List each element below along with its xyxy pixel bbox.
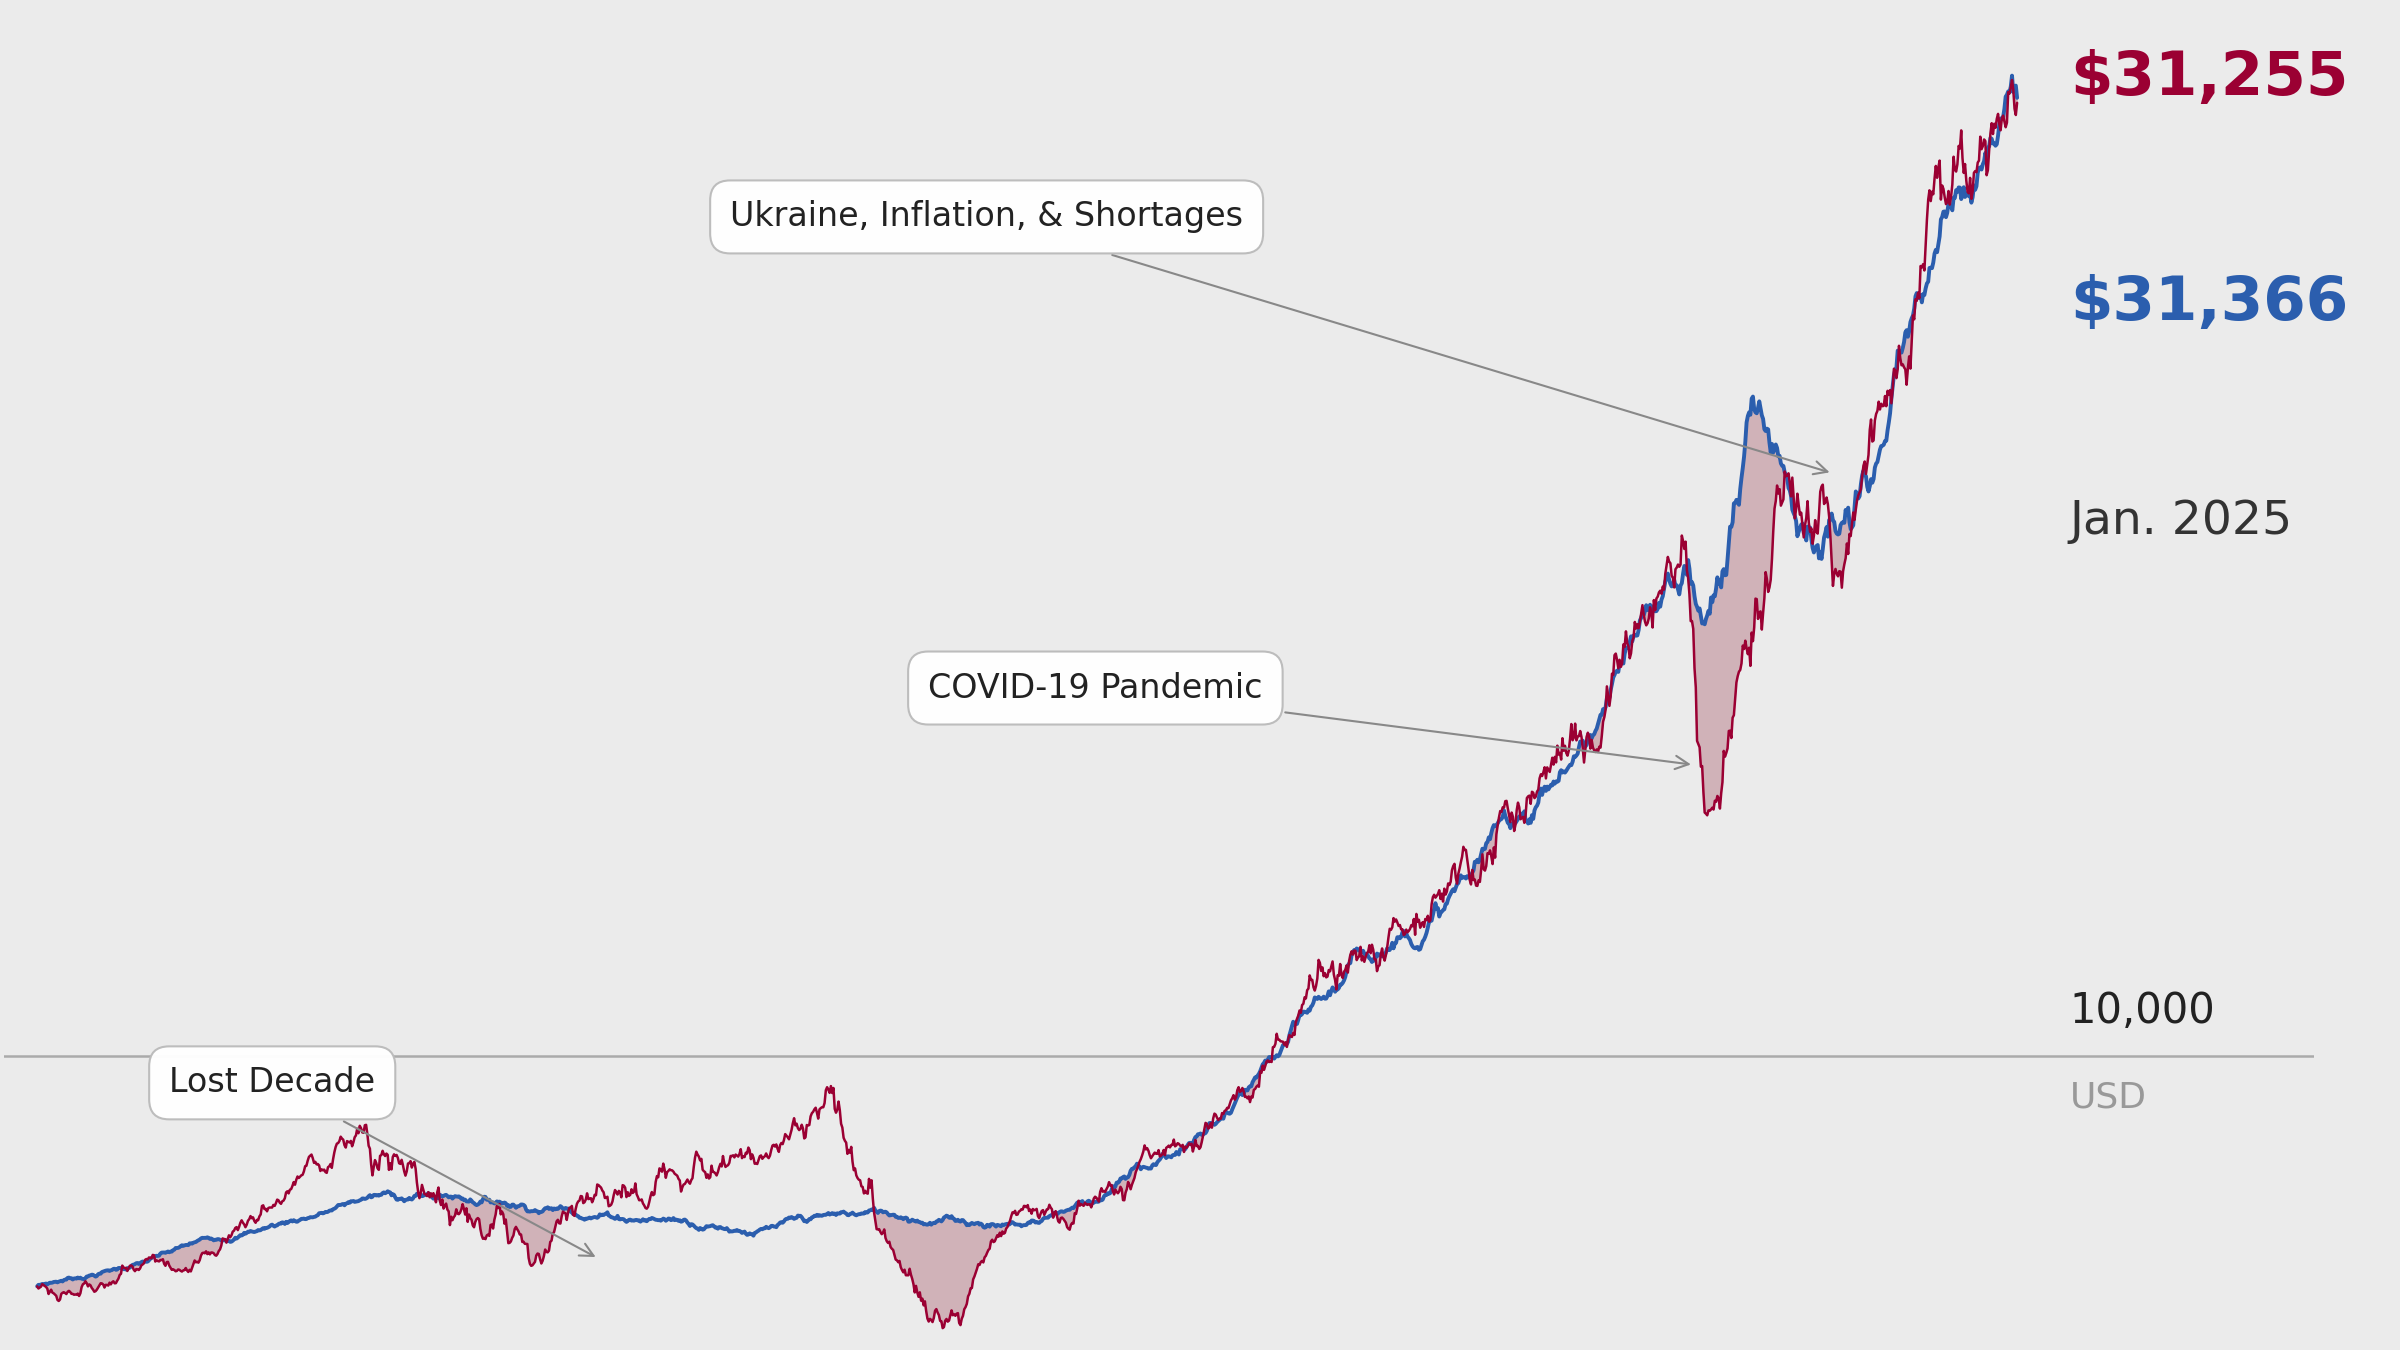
Text: COVID-19 Pandemic: COVID-19 Pandemic	[929, 671, 1690, 770]
Text: $31,366: $31,366	[2069, 274, 2347, 333]
Text: Lost Decade: Lost Decade	[168, 1066, 593, 1256]
Text: Jan. 2025: Jan. 2025	[2069, 500, 2292, 544]
Text: $31,255: $31,255	[2069, 49, 2347, 108]
Text: Ukraine, Inflation, & Shortages: Ukraine, Inflation, & Shortages	[730, 200, 1826, 474]
Text: 10,000: 10,000	[2069, 991, 2215, 1033]
Text: USD: USD	[2069, 1080, 2148, 1115]
